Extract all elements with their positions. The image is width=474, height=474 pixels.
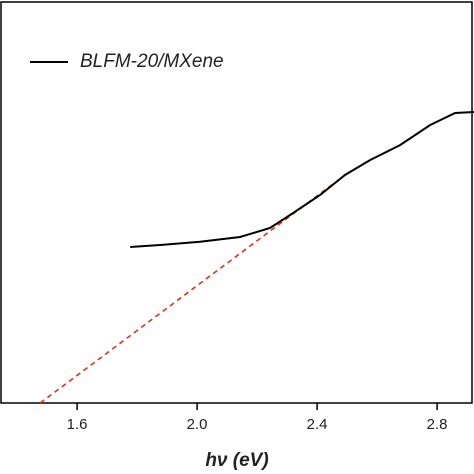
legend-label: BLFM-20/MXene: [80, 51, 224, 72]
plot-frame: [0, 1, 473, 404]
x-tick-label: 1.6: [67, 416, 88, 433]
x-tick-label: 2.4: [307, 416, 328, 433]
x-axis-label: hν (eV): [205, 450, 268, 471]
data-line: [130, 111, 474, 248]
x-tick-label: 2.8: [427, 416, 448, 433]
x-tick-label: 2.0: [187, 416, 208, 433]
